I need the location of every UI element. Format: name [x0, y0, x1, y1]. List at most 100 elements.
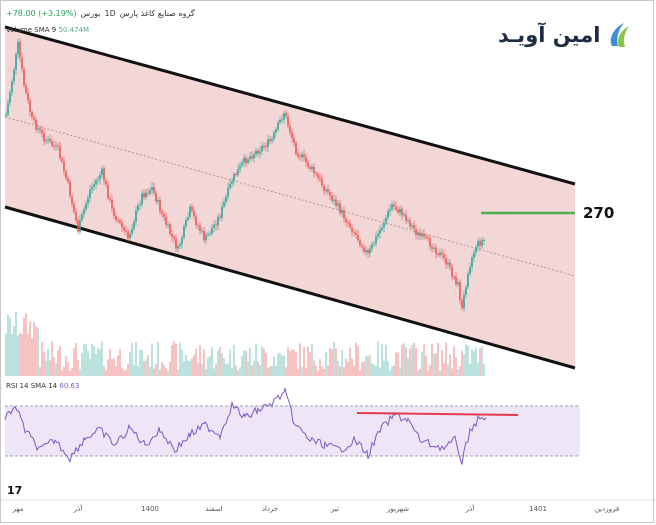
volume-bar [143, 360, 145, 376]
candle-body [87, 197, 89, 204]
candle-body [213, 224, 215, 228]
channel-lower-line[interactable] [4, 205, 576, 370]
volume-bar [91, 343, 93, 376]
volume-bar [281, 355, 283, 376]
volume-bar [415, 347, 417, 376]
volume-bar [351, 358, 353, 376]
volume-bar [479, 348, 481, 376]
candle-body [341, 210, 343, 213]
time-tick: تیر [331, 505, 339, 513]
candle-body [247, 159, 249, 163]
volume-bar [385, 344, 387, 376]
candle-body [351, 227, 353, 233]
volume-bar [127, 364, 129, 376]
volume-bar [439, 370, 441, 376]
rsi-legend[interactable]: RSI 14 SMA 14 60.63 [6, 382, 79, 390]
candle-body [51, 141, 53, 146]
volume-bar [359, 370, 361, 376]
volume-bar [325, 351, 327, 376]
candle-body [29, 100, 31, 113]
candle-body [253, 154, 255, 159]
volume-bar [263, 348, 265, 376]
candle-body [363, 247, 365, 252]
candle-body [91, 186, 93, 190]
volume-bar [71, 367, 73, 376]
candle-body [231, 181, 233, 184]
candle-body [475, 246, 477, 253]
volume-bar [389, 370, 391, 376]
channel-upper-line[interactable] [4, 25, 576, 186]
candle-body [243, 157, 245, 163]
candle-body [57, 145, 59, 147]
candle-body [227, 187, 229, 197]
volume-bar [175, 343, 177, 376]
time-tick: شهریور [387, 505, 409, 513]
volume-bar [173, 341, 175, 376]
volume-bar [405, 347, 407, 376]
volume-bar [135, 342, 137, 376]
volume-bar [85, 344, 87, 376]
volume-bar [185, 355, 187, 376]
candle-body [357, 234, 359, 241]
candle-body [397, 209, 399, 213]
candle-body [203, 230, 205, 241]
candle-body [471, 257, 473, 268]
candle-body [473, 252, 475, 258]
candle-body [61, 158, 63, 162]
candle-body [317, 174, 319, 178]
candle-body [389, 209, 391, 212]
volume-bar [383, 360, 385, 376]
candle-body [373, 243, 375, 245]
volume-bar [277, 353, 279, 376]
candle-body [41, 130, 43, 134]
candle-body [5, 114, 7, 116]
candle-body [129, 233, 131, 239]
interval-label[interactable]: 1D [104, 9, 116, 18]
candle-body [75, 211, 77, 221]
candle-body [201, 230, 203, 232]
rsi-resistance-line[interactable] [356, 412, 519, 416]
price-change: +78.00 (+3.19%) [6, 9, 77, 18]
volume-bar [13, 326, 15, 376]
volume-bar [255, 343, 257, 376]
volume-bar [241, 356, 243, 376]
volume-bar [349, 347, 351, 376]
volume-bar [251, 365, 253, 376]
candle-body [273, 132, 275, 139]
candle-body [11, 81, 13, 93]
volume-bar [55, 363, 57, 376]
volume-bar [333, 341, 335, 376]
volume-bar [181, 349, 183, 376]
candle-body [381, 227, 383, 230]
candle-body [35, 119, 37, 130]
candle-body [257, 150, 259, 154]
volume-bar [393, 365, 395, 376]
volume-bar [141, 349, 143, 376]
candle-body [399, 208, 401, 213]
volume-bar [213, 368, 215, 376]
volume-bar [87, 350, 89, 376]
candle-body [177, 246, 179, 249]
candle-body [167, 224, 169, 226]
tradingview-logo-icon[interactable]: 17 [7, 484, 23, 497]
volume-bar [61, 370, 63, 376]
candle-body [109, 198, 111, 200]
volume-bar [463, 354, 465, 376]
candle-body [141, 193, 143, 205]
volume-bar [371, 363, 373, 376]
candle-body [409, 220, 411, 227]
candle-body [337, 203, 339, 206]
candle-body [437, 253, 439, 256]
candle-body [449, 262, 451, 267]
candle-body [189, 206, 191, 217]
candle-body [7, 102, 9, 115]
time-axis[interactable]: مهر آذر 1400 اسفند خرداد تیر شهریور آذر … [0, 501, 654, 521]
symbol-title[interactable]: گروه صنایع کاغذ پارس [119, 9, 195, 18]
candle-body [83, 209, 85, 215]
candle-body [379, 229, 381, 234]
candle-body [451, 266, 453, 277]
candle-body [183, 226, 185, 238]
volume-legend[interactable]: Volume SMA 9 50.474M [6, 26, 89, 34]
volume-bar [361, 362, 363, 376]
